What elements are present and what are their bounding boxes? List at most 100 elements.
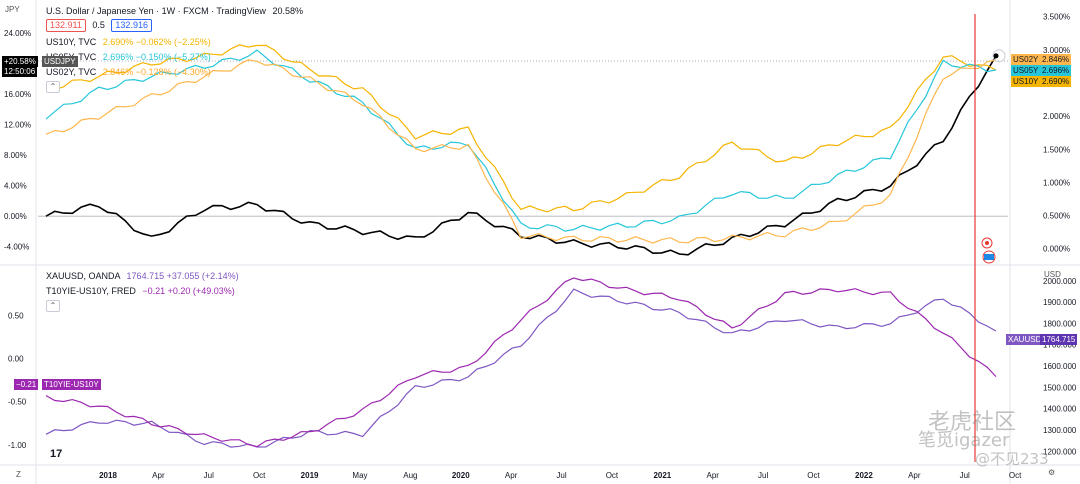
ask-pill[interactable]: 132.916 (111, 19, 152, 32)
x-tick-label: 2020 (452, 471, 470, 480)
legend-values-us05y: 2.696% −0.150% (−5.27%) (102, 52, 211, 62)
series-line-us10y (45, 44, 997, 213)
settings-gear-icon[interactable]: ⚙ (1048, 468, 1056, 477)
x-tick-label: 2021 (653, 471, 671, 480)
right-tick-bottom: 1200.000 (1043, 447, 1077, 456)
x-tick-label: Apr (707, 471, 720, 480)
x-tick-label: Oct (253, 471, 266, 480)
x-tick-label: Jul (204, 471, 214, 480)
series-line-t10yie-us10y (45, 277, 997, 448)
auto-scale-toggle[interactable]: Z (16, 470, 21, 479)
left-tick-top: -4.00% (4, 243, 29, 252)
right-tick-top: 2.000% (1043, 112, 1070, 121)
right-tick-bottom: 1800.000 (1043, 319, 1077, 328)
t10-tag-badge: T10YIE-US10Y (42, 379, 101, 390)
legend-name-us10y: US10Y, TVC (46, 37, 97, 47)
collapse-bottom-legend-button[interactable]: ⌃ (46, 300, 60, 312)
watermark-line3: @不见233 (975, 450, 1049, 468)
legend-name-t10: T10YIE-US10Y, FRED (46, 286, 136, 296)
x-tick-label: Jul (556, 471, 566, 480)
legend-row-us10y[interactable]: US10Y, TVC 2.690% −0.062% (−2.25%) (46, 36, 211, 48)
symbol-pct: 20.58% (272, 6, 303, 16)
right-tick-top: 0.500% (1043, 212, 1070, 221)
x-tick-label: Oct (1009, 471, 1022, 480)
left-tick-top: 4.00% (4, 182, 27, 191)
legend-row-t10[interactable]: T10YIE-US10Y, FRED −0.21 +0.20 (+49.03%) (46, 285, 235, 297)
right-tick-bottom: 2000.000 (1043, 277, 1077, 286)
right-tick-bottom: 1900.000 (1043, 298, 1077, 307)
legend-values-us10y: 2.690% −0.062% (−2.25%) (102, 37, 211, 47)
right-axis-unit-menu[interactable]: USD (1044, 270, 1061, 279)
usdjpy-last-point (993, 53, 999, 59)
legend-values-xauusd: 1764.715 +37.055 (+2.14%) (126, 271, 239, 281)
us10y-tag-badge: US10Y (1011, 76, 1041, 87)
watermark-line2: 笔觅igazer (918, 430, 1010, 451)
xauusd-value-badge: 1764.715 (1040, 334, 1078, 345)
legend-name-us02y: US02Y, TVC (46, 67, 97, 77)
us02y-value-badge: 2.846% (1040, 54, 1072, 65)
x-tick-label: May (352, 471, 367, 480)
us10y-value-badge: 2.690% (1040, 76, 1072, 87)
left-tick-bottom: -1.00 (8, 441, 27, 450)
top-legend: U.S. Dollar / Japanese Yen · 1W · FXCM ·… (46, 5, 303, 17)
bid-pill[interactable]: 132.911 (46, 19, 86, 32)
event-icon-dot (985, 241, 989, 245)
series-line-usdjpy (45, 55, 997, 256)
x-tick-label: Apr (908, 471, 921, 480)
right-tick-top: 3.000% (1043, 46, 1070, 55)
left-tick-bottom: 0.50 (8, 311, 24, 320)
left-tick-top: 0.00% (4, 212, 27, 221)
legend-name-xauusd: XAUUSD, OANDA (46, 271, 121, 281)
legend-row-us02y[interactable]: US02Y, TVC 2.846% −0.128% (−4.30%) (46, 66, 211, 78)
x-tick-label: Aug (403, 471, 417, 480)
legend-row-xauusd[interactable]: XAUUSD, OANDA 1764.715 +37.055 (+2.14%) (46, 270, 239, 282)
x-tick-label: Oct (606, 471, 619, 480)
xauusd-tag-badge: XAUUSD (1006, 334, 1044, 345)
left-tick-bottom: 0.00 (8, 355, 24, 364)
x-tick-label: 2019 (301, 471, 319, 480)
watermark-line1: 老虎社区 (928, 410, 1017, 435)
symbol-title[interactable]: U.S. Dollar / Japanese Yen · 1W · FXCM ·… (46, 6, 266, 16)
usdjpy-pct-badge: +20.58% (2, 56, 38, 67)
us02y-tag-badge: US02Y (1011, 54, 1041, 65)
x-tick-label: Jul (960, 471, 970, 480)
x-tick-label: 2022 (855, 471, 873, 480)
usdjpy-time-badge: 12:50:06 (2, 66, 38, 77)
t10-value-badge: −0.21 (14, 379, 39, 390)
usdjpy-last-ring (992, 49, 1006, 63)
x-tick-label: Apr (152, 471, 165, 480)
x-tick-label: Oct (807, 471, 820, 480)
spread-value: 0.5 (92, 20, 105, 30)
left-tick-top: 16.00% (4, 90, 31, 99)
x-tick-label: Apr (505, 471, 518, 480)
left-tick-bottom: -0.50 (8, 398, 27, 407)
x-tick-label: 2018 (99, 471, 117, 480)
tradingview-logo: 17 (50, 448, 63, 460)
us05y-value-badge: 2.696% (1040, 65, 1072, 76)
left-tick-top: 12.00% (4, 121, 31, 130)
right-tick-bottom: 1500.000 (1043, 383, 1077, 392)
legend-values-us02y: 2.846% −0.128% (−4.30%) (102, 67, 211, 77)
x-tick-label: Jul (758, 471, 768, 480)
series-line-xauusd (45, 288, 997, 448)
right-tick-top: 1.000% (1043, 178, 1070, 187)
right-tick-bottom: 1400.000 (1043, 405, 1077, 414)
us05y-tag-badge: US05Y (1011, 65, 1041, 76)
left-tick-top: 8.00% (4, 151, 27, 160)
collapse-top-legend-button[interactable]: ⌃ (46, 81, 60, 93)
right-tick-bottom: 1700.000 (1043, 341, 1077, 350)
right-tick-bottom: 1300.000 (1043, 426, 1077, 435)
right-tick-top: 3.500% (1043, 13, 1070, 22)
series-line-us05y (45, 49, 997, 232)
series-line-us02y (45, 59, 997, 244)
left-tick-top: 24.00% (4, 29, 31, 38)
usdjpy-tag-badge: USDJPY (42, 56, 78, 67)
legend-values-t10: −0.21 +0.20 (+49.03%) (142, 286, 235, 296)
right-tick-bottom: 1600.000 (1043, 362, 1077, 371)
us-flag-icon-fill (984, 254, 994, 260)
left-axis-unit-menu[interactable]: JPY (5, 5, 20, 14)
price-pills: 132.911 0.5 132.916 (42, 19, 152, 32)
right-tick-top: 1.500% (1043, 145, 1070, 154)
right-tick-top: 0.000% (1043, 245, 1070, 254)
